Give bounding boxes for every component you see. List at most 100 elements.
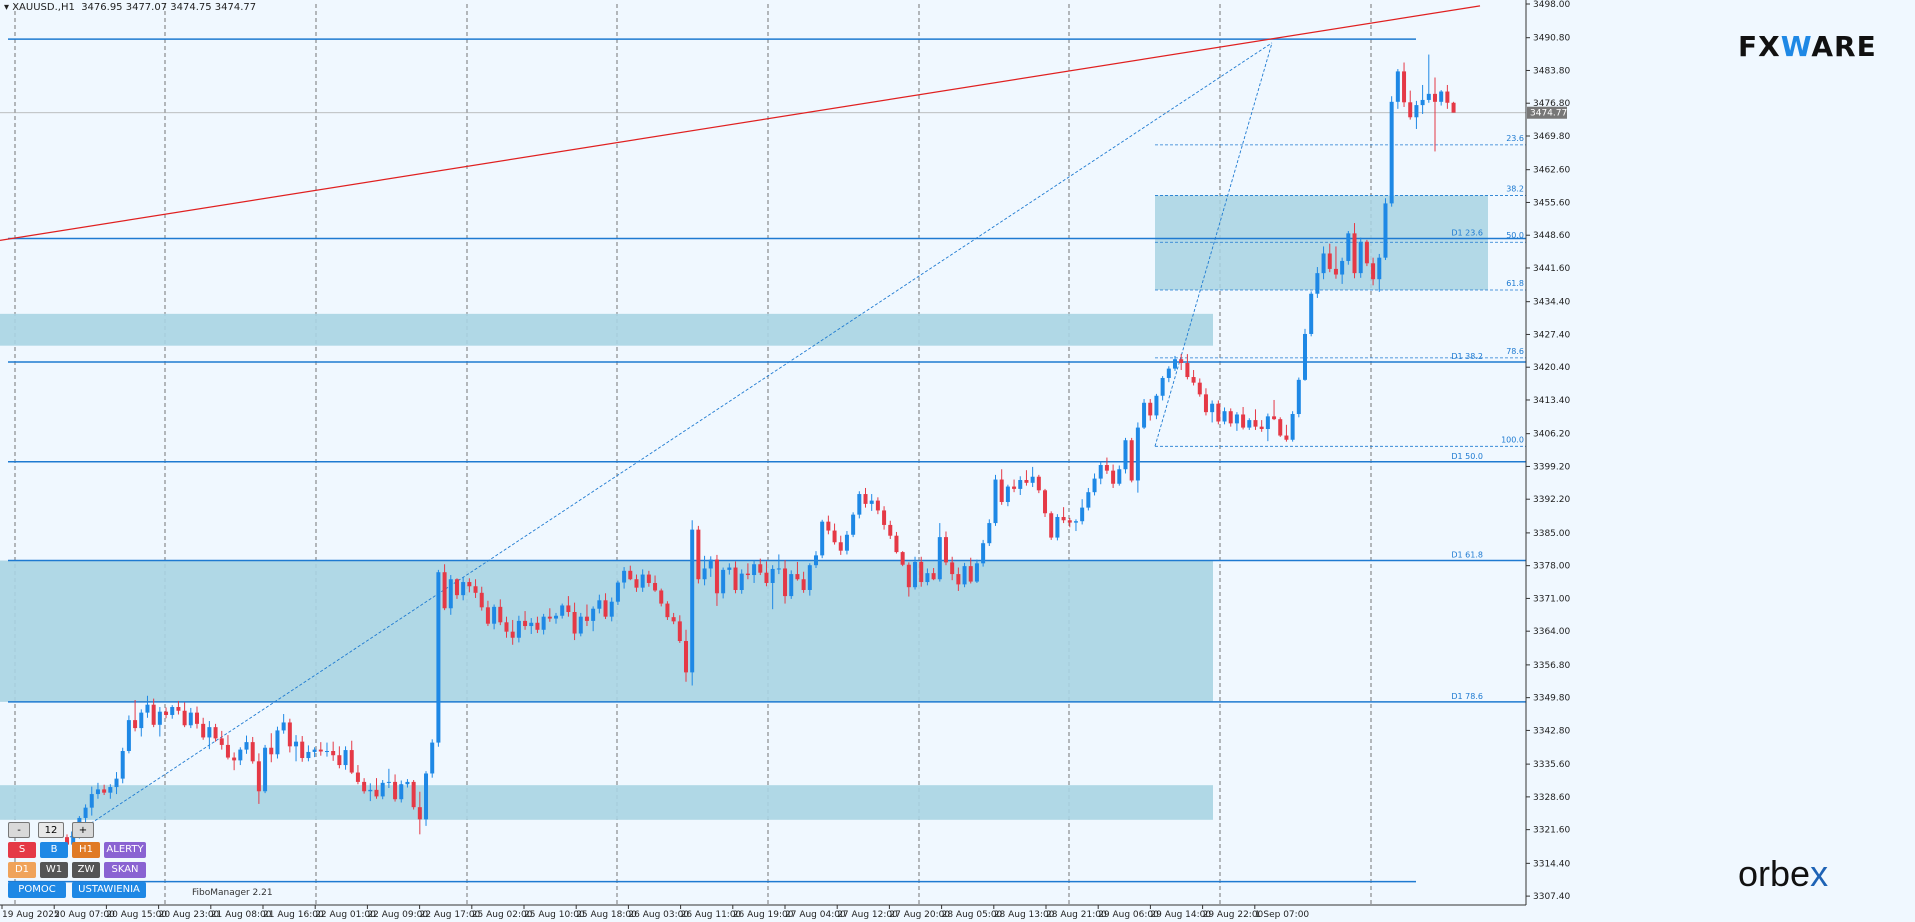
dropdown-arrow-icon[interactable]: ▾	[4, 2, 13, 13]
candle-body-15	[157, 711, 162, 725]
zone-1	[0, 560, 1213, 702]
candle-body-120	[807, 565, 812, 591]
help-button[interactable]: POMOC	[8, 882, 66, 898]
candle-body-158	[1043, 490, 1048, 514]
candle-body-52	[386, 781, 391, 783]
candle-body-200	[1303, 333, 1307, 380]
candle-body-55	[405, 781, 410, 785]
candle-body-181	[1185, 362, 1190, 378]
chart-header: ▾ XAUUSD.,H1 3476.95 3477.07 3474.75 347…	[4, 2, 256, 13]
candle-body-207	[1346, 233, 1351, 261]
timeframe-h1-button[interactable]: H1	[72, 842, 100, 858]
candle-body-174	[1142, 402, 1147, 428]
candle-body-132	[882, 510, 887, 525]
zone-0	[0, 313, 1213, 346]
value-field[interactable]: 12	[38, 822, 64, 838]
candle-body-163	[1073, 521, 1078, 523]
candle-body-77	[541, 616, 546, 630]
candle-body-212	[1377, 257, 1382, 280]
candle-body-118	[795, 574, 800, 580]
decrease-button[interactable]: -	[8, 822, 30, 838]
candle-body-177	[1160, 377, 1165, 396]
candle-body-81	[566, 605, 571, 612]
candle-body-66	[473, 586, 478, 593]
candle-body-95	[653, 582, 658, 591]
candle-body-16	[164, 711, 169, 715]
y-tick-label-24: 3328.60	[1533, 793, 1570, 803]
candle-body-156	[1030, 476, 1035, 483]
current-price-label: 3474.77	[1530, 109, 1567, 119]
x-tick-label-21: 29 Aug 06:00	[1098, 910, 1159, 920]
level-label-5: D1 78.6	[1451, 692, 1483, 701]
buy-button[interactable]: B	[40, 842, 68, 858]
candle-body-135	[900, 552, 905, 565]
candle-body-198	[1290, 414, 1295, 440]
fib-label-2: 50.0	[1506, 231, 1524, 240]
timeframe-d1-button[interactable]: D1	[8, 862, 36, 878]
candle-body-221	[1432, 93, 1437, 102]
candle-body-202	[1315, 273, 1320, 294]
candle-body-57	[417, 807, 422, 820]
candle-body-45	[343, 750, 348, 766]
y-tick-label-5: 3462.60	[1533, 166, 1570, 176]
y-tick-label-10: 3427.40	[1533, 330, 1570, 340]
zw-button[interactable]: ZW	[72, 862, 100, 878]
candle-body-34	[275, 730, 280, 755]
candle-body-114	[770, 568, 775, 583]
level-label-2: D1 38.2	[1451, 352, 1483, 361]
level-label-1: D1 23.6	[1451, 228, 1483, 237]
candle-body-78	[547, 616, 552, 619]
candle-body-159	[1049, 513, 1054, 538]
candle-body-117	[789, 574, 794, 597]
candle-body-75	[529, 622, 534, 627]
candle-body-19	[182, 710, 187, 726]
scan-button[interactable]: SKAN	[104, 862, 146, 878]
candle-body-175	[1148, 402, 1153, 416]
sell-button[interactable]: S	[8, 842, 36, 858]
candle-body-37	[294, 741, 299, 747]
x-tick-label-5: 21 Aug 16:00	[263, 910, 324, 920]
candle-body-168	[1104, 465, 1109, 471]
candle-body-208	[1352, 233, 1357, 274]
candle-body-14	[151, 704, 156, 725]
candle-body-215	[1395, 71, 1400, 102]
candle-body-51	[380, 782, 385, 797]
candle-body-137	[913, 561, 918, 588]
candle-body-153	[1012, 486, 1017, 489]
settings-button[interactable]: USTAWIENIA	[72, 882, 146, 898]
x-tick-label-13: 26 Aug 11:00	[681, 910, 742, 920]
increase-button[interactable]: +	[72, 822, 94, 838]
x-tick-label-17: 27 Aug 20:00	[889, 910, 950, 920]
alerts-button[interactable]: ALERTY	[104, 842, 146, 858]
candle-body-96	[659, 590, 664, 604]
candle-body-32	[263, 747, 268, 792]
candle-body-50	[374, 789, 379, 797]
candle-body-88	[609, 601, 614, 617]
candle-body-9	[120, 751, 125, 779]
indicator-label: FiboManager 2.21	[192, 888, 273, 898]
candle-body-131	[875, 500, 880, 511]
candle-body-98	[671, 617, 676, 622]
candle-body-187	[1222, 411, 1227, 422]
candle-body-36	[287, 722, 292, 747]
candle-body-64	[461, 582, 466, 596]
y-tick-label-21: 3349.80	[1533, 694, 1570, 704]
timeframe-w1-button[interactable]: W1	[40, 862, 68, 878]
level-label-4: D1 61.8	[1451, 551, 1483, 560]
fib-label-0: 23.6	[1506, 134, 1524, 143]
candle-body-186	[1216, 403, 1221, 422]
candle-body-209	[1358, 241, 1363, 274]
candle-body-115	[776, 568, 781, 570]
candle-body-93	[640, 574, 645, 588]
y-tick-label-16: 3385.00	[1533, 529, 1570, 539]
candle-body-216	[1402, 71, 1407, 103]
candle-body-22	[201, 723, 206, 738]
candle-body-25	[219, 738, 224, 745]
y-tick-label-25: 3321.60	[1533, 826, 1570, 836]
candle-body-164	[1080, 507, 1085, 522]
candle-body-116	[783, 568, 788, 597]
candle-body-108	[733, 567, 738, 591]
fib-swing-line	[1154, 42, 1273, 447]
candle-body-10	[126, 720, 131, 752]
